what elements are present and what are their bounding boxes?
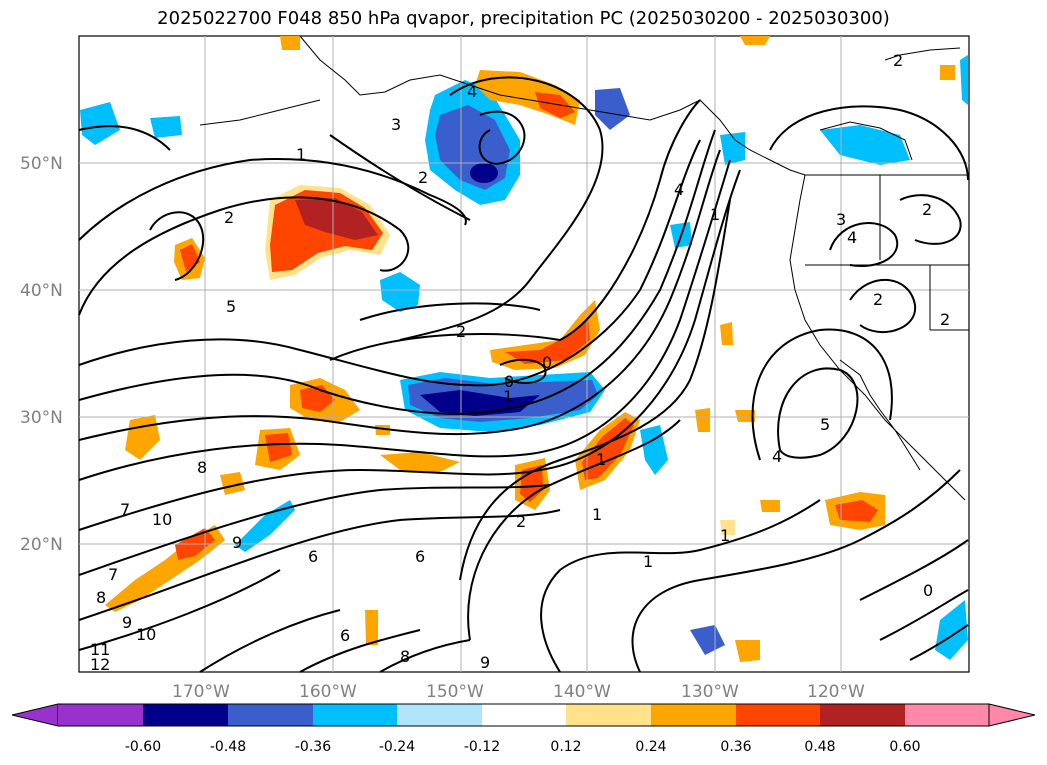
lon-label: 170°W bbox=[172, 682, 230, 702]
colorbar-segment bbox=[397, 704, 482, 726]
map-title: 2025022700 F048 850 hPa qvapor, precipit… bbox=[157, 8, 890, 29]
colorbar-segment bbox=[143, 704, 228, 726]
contour-label: 1 bbox=[710, 205, 720, 224]
map-panel: 2 4 3 2 1 2 5 2 0 0 1 8 7 10 6 9 6 7 8 9… bbox=[78, 35, 970, 674]
lon-label: 120°W bbox=[807, 682, 865, 702]
contour-label: 7 bbox=[108, 565, 118, 584]
latitude-labels: 50°N 40°N 30°N 20°N bbox=[20, 154, 63, 555]
lat-label: 30°N bbox=[20, 408, 63, 428]
colorbar-tick: 0.48 bbox=[804, 739, 835, 755]
colorbar-segment bbox=[820, 704, 905, 726]
contour-label: 2 bbox=[940, 310, 950, 329]
colorbar: -0.60 -0.48 -0.36 -0.24 -0.12 0.12 0.24 … bbox=[11, 703, 1036, 755]
lon-label: 160°W bbox=[299, 682, 357, 702]
contour-label: 2 bbox=[893, 51, 903, 70]
colorbar-segment bbox=[58, 704, 143, 726]
contours bbox=[78, 76, 969, 673]
contour-label: 9 bbox=[122, 613, 132, 632]
lat-label: 20°N bbox=[20, 535, 63, 555]
contour-label: 6 bbox=[340, 626, 350, 645]
contour-label: 4 bbox=[674, 180, 684, 199]
colorbar-tick: -0.48 bbox=[210, 739, 246, 755]
colorbar-segment bbox=[905, 704, 989, 726]
colorbar-tick: 0.60 bbox=[889, 739, 920, 755]
contour-label: 3 bbox=[836, 210, 846, 229]
colorbar-tick: 0.12 bbox=[550, 739, 581, 755]
lon-label: 150°W bbox=[426, 682, 484, 702]
contour-label: 9 bbox=[480, 653, 490, 672]
contour-label: 12 bbox=[90, 655, 110, 674]
colorbar-segment bbox=[651, 704, 736, 726]
contour-label: 1 bbox=[296, 145, 306, 164]
lat-label: 50°N bbox=[20, 154, 63, 174]
colorbar-segment bbox=[736, 704, 820, 726]
contour-label: 6 bbox=[415, 547, 425, 566]
colorbar-tick: -0.60 bbox=[125, 739, 161, 755]
contour-label: 0 bbox=[542, 353, 552, 372]
contour-label: 0 bbox=[504, 372, 514, 391]
colorbar-tick: -0.36 bbox=[295, 739, 331, 755]
contour-label: 2 bbox=[922, 200, 932, 219]
contour-label: 10 bbox=[136, 625, 156, 644]
contour-label: 1 bbox=[720, 526, 730, 545]
colorbar-segment bbox=[566, 704, 651, 726]
contour-label: 2 bbox=[224, 208, 234, 227]
contour-label: 5 bbox=[820, 415, 830, 434]
contour-label: 4 bbox=[772, 447, 782, 466]
contour-label: 2 bbox=[456, 322, 466, 341]
contour-label: 0 bbox=[923, 581, 933, 600]
contour-label: 5 bbox=[226, 297, 236, 316]
contour-label: 2 bbox=[516, 512, 526, 531]
coastlines bbox=[199, 35, 969, 501]
colorbar-tick: 0.36 bbox=[720, 739, 751, 755]
contour-label: 10 bbox=[152, 510, 172, 529]
lon-label: 130°W bbox=[681, 682, 739, 702]
contour-label: 8 bbox=[400, 647, 410, 666]
contour-label: 1 bbox=[592, 505, 602, 524]
contour-label: 2 bbox=[418, 168, 428, 187]
colorbar-tick: -0.12 bbox=[464, 739, 500, 755]
contour-label: 4 bbox=[467, 82, 477, 101]
contour-labels: 2 4 3 2 1 2 5 2 0 0 1 8 7 10 6 9 6 7 8 9… bbox=[90, 51, 950, 674]
colorbar-tick: 0.24 bbox=[635, 739, 666, 755]
colorbar-tick: -0.24 bbox=[379, 739, 415, 755]
lat-label: 40°N bbox=[20, 281, 63, 301]
contour-label: 7 bbox=[120, 500, 130, 519]
colorbar-extend-low bbox=[11, 703, 59, 727]
longitude-labels: 170°W 160°W 150°W 140°W 130°W 120°W bbox=[172, 682, 865, 702]
contour-label: 11 bbox=[90, 640, 110, 659]
colorbar-segment bbox=[482, 704, 566, 726]
contour-label: 6 bbox=[308, 547, 318, 566]
contour-label: 3 bbox=[391, 115, 401, 134]
colorbar-segment bbox=[228, 704, 313, 726]
contour-label: 8 bbox=[197, 458, 207, 477]
colorbar-segment bbox=[313, 704, 397, 726]
contour-label: 8 bbox=[96, 588, 106, 607]
contour-label: 1 bbox=[596, 450, 606, 469]
colorbar-extend-high bbox=[988, 703, 1036, 727]
contour-label: 1 bbox=[503, 387, 513, 406]
contour-label: 2 bbox=[873, 290, 883, 309]
lon-label: 140°W bbox=[553, 682, 611, 702]
contour-label: 4 bbox=[847, 228, 857, 247]
contour-label: 9 bbox=[232, 533, 242, 552]
contour-label: 1 bbox=[643, 552, 653, 571]
